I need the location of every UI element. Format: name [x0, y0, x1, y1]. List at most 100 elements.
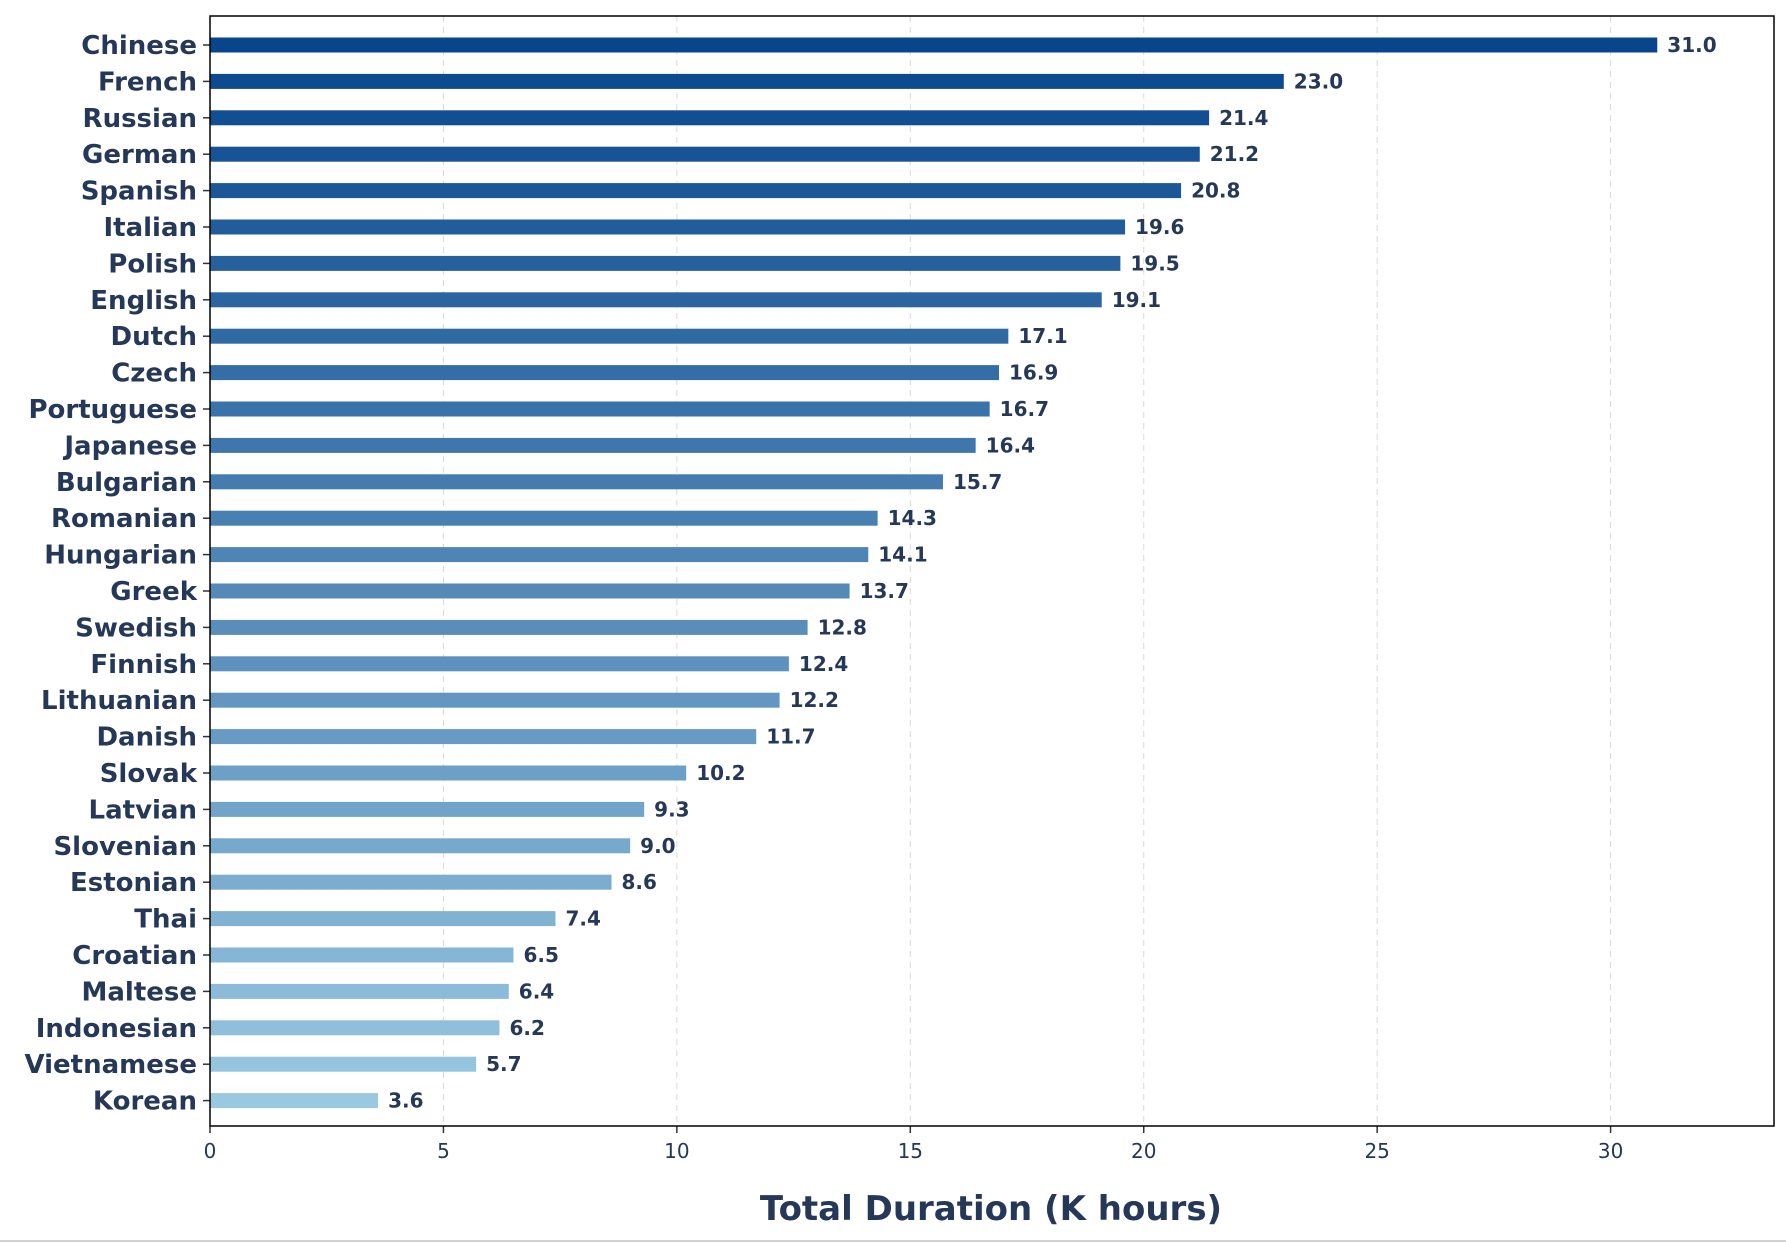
bar-spanish — [210, 183, 1182, 199]
category-label-vietnamese: Vietnamese — [24, 1050, 197, 1080]
bar-maltese — [210, 983, 509, 999]
category-label-finnish: Finnish — [90, 650, 197, 680]
value-label-polish: 19.5 — [1130, 251, 1179, 275]
category-label-croatian: Croatian — [72, 941, 197, 971]
bar-dutch — [210, 328, 1009, 344]
category-label-danish: Danish — [96, 723, 197, 753]
value-label-finnish: 12.4 — [799, 652, 848, 676]
label-layer: Chinese 31.0 French 23.0 Russian 21.4 German 21… — [24, 31, 1716, 1117]
bar-danish — [210, 729, 757, 745]
bar-bulgarian — [210, 474, 943, 490]
value-label-spanish: 20.8 — [1191, 179, 1240, 203]
bar-czech — [210, 365, 1000, 381]
bar-estonian — [210, 874, 612, 890]
value-label-romanian: 14.3 — [888, 506, 937, 530]
bar-italian — [210, 219, 1126, 235]
bar-hungarian — [210, 547, 869, 563]
bar-slovak — [210, 765, 687, 781]
bar-thai — [210, 911, 556, 927]
bar-russian — [210, 110, 1210, 126]
bar-chinese — [210, 37, 1658, 53]
value-label-vietnamese: 5.7 — [486, 1052, 521, 1076]
category-label-english: English — [90, 286, 197, 316]
category-label-japanese: Japanese — [62, 431, 197, 461]
category-label-indonesian: Indonesian — [36, 1014, 197, 1044]
category-label-portuguese: Portuguese — [28, 395, 197, 425]
category-label-chinese: Chinese — [81, 31, 197, 61]
category-label-thai: Thai — [134, 905, 197, 935]
value-label-slovak: 10.2 — [696, 761, 745, 785]
category-label-slovak: Slovak — [100, 759, 198, 789]
bar-vietnamese — [210, 1056, 477, 1072]
category-label-maltese: Maltese — [81, 977, 197, 1007]
value-label-bulgarian: 15.7 — [953, 470, 1002, 494]
value-label-italian: 19.6 — [1135, 215, 1184, 239]
category-label-polish: Polish — [108, 249, 197, 279]
category-label-korean: Korean — [93, 1087, 197, 1117]
category-label-german: German — [82, 140, 197, 170]
value-label-czech: 16.9 — [1009, 361, 1058, 385]
x-tick-label: 20 — [1131, 1139, 1156, 1163]
category-label-greek: Greek — [110, 577, 197, 607]
bar-german — [210, 146, 1200, 162]
axis-layer: 0 5 10 15 20 25 30 — [203, 44, 1623, 1163]
bar-indonesian — [210, 1020, 500, 1036]
x-tick-label: 5 — [437, 1139, 450, 1163]
category-label-romanian: Romanian — [51, 504, 197, 534]
category-label-french: French — [98, 67, 197, 97]
category-label-estonian: Estonian — [70, 868, 197, 898]
value-label-croatian: 6.5 — [523, 943, 558, 967]
value-label-indonesian: 6.2 — [509, 1016, 544, 1040]
value-label-french: 23.0 — [1294, 69, 1343, 93]
category-label-russian: Russian — [83, 104, 197, 134]
bar-french — [210, 73, 1284, 89]
category-label-slovenian: Slovenian — [53, 832, 197, 862]
plot-frame — [209, 15, 1775, 1127]
value-label-german: 21.2 — [1210, 142, 1259, 166]
value-label-greek: 13.7 — [860, 579, 909, 603]
value-label-estonian: 8.6 — [622, 870, 657, 894]
x-axis-title: Total Duration (K hours) — [760, 1189, 1222, 1229]
bar-swedish — [210, 619, 808, 635]
value-label-korean: 3.6 — [388, 1089, 423, 1113]
bar-polish — [210, 255, 1121, 271]
bar-english — [210, 292, 1102, 308]
bar-finnish — [210, 656, 789, 672]
category-label-latvian: Latvian — [89, 795, 197, 825]
value-label-maltese: 6.4 — [519, 979, 554, 1003]
category-label-swedish: Swedish — [75, 613, 197, 643]
category-label-hungarian: Hungarian — [44, 541, 197, 571]
bar-slovenian — [210, 838, 631, 854]
bar-greek — [210, 583, 850, 599]
value-label-danish: 11.7 — [766, 725, 815, 749]
bar-lithuanian — [210, 692, 780, 708]
bar-korean — [210, 1093, 379, 1109]
category-label-czech: Czech — [111, 359, 197, 389]
value-label-thai: 7.4 — [565, 907, 600, 931]
value-label-japanese: 16.4 — [986, 433, 1035, 457]
bar-latvian — [210, 801, 645, 817]
value-label-english: 19.1 — [1112, 288, 1161, 312]
value-label-dutch: 17.1 — [1018, 324, 1067, 348]
category-label-dutch: Dutch — [111, 322, 197, 352]
bar-croatian — [210, 947, 514, 963]
x-tick-label: 10 — [664, 1139, 689, 1163]
x-tick-label: 25 — [1364, 1139, 1389, 1163]
bar-romanian — [210, 510, 878, 526]
value-label-latvian: 9.3 — [654, 797, 689, 821]
grid-layer — [442, 16, 1612, 1126]
category-label-bulgarian: Bulgarian — [56, 468, 197, 498]
bar-portuguese — [210, 401, 990, 417]
x-tick-label: 15 — [898, 1139, 923, 1163]
value-label-portuguese: 16.7 — [1000, 397, 1049, 421]
category-label-lithuanian: Lithuanian — [41, 686, 197, 716]
bar-japanese — [210, 437, 976, 453]
x-tick-label: 0 — [204, 1139, 217, 1163]
x-tick-label: 30 — [1598, 1139, 1623, 1163]
value-label-russian: 21.4 — [1219, 106, 1268, 130]
category-label-spanish: Spanish — [81, 177, 197, 207]
value-label-swedish: 12.8 — [818, 615, 867, 639]
value-label-slovenian: 9.0 — [640, 834, 675, 858]
